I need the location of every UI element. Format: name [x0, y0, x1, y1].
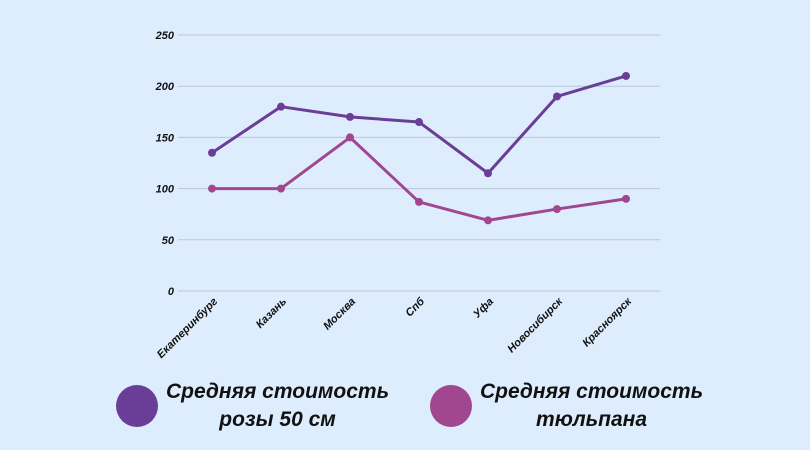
legend-marker-tulips [430, 385, 472, 427]
y-axis-ticks: 250 200 150 100 50 0 [155, 30, 175, 298]
data-point [277, 184, 285, 193]
data-point [484, 169, 492, 178]
data-point [277, 102, 285, 111]
legend-item-roses: Средняя стоимость розы 50 см [116, 378, 389, 434]
x-tick-label: Уфа [471, 296, 496, 321]
x-tick-label: Москва [321, 296, 358, 333]
legend-marker-roses [116, 385, 158, 427]
data-point [415, 118, 423, 127]
data-point [553, 92, 561, 101]
y-tick-label: 0 [168, 286, 175, 298]
data-point [622, 194, 630, 203]
x-axis-ticks: Екатеринбург Казань Москва Спб Уфа Новосибирс… [155, 295, 635, 361]
x-tick-label: Екатеринбург [155, 296, 220, 361]
y-tick-label: 250 [155, 30, 175, 42]
series-line-1 [212, 135, 627, 222]
data-point [622, 71, 630, 80]
x-tick-label: Казань [254, 296, 289, 331]
data-point [415, 197, 423, 206]
data-point [553, 205, 561, 214]
data-point [484, 216, 492, 225]
legend-label-tulips: Средняя стоимость тюльпана [480, 380, 704, 431]
data-point [208, 184, 216, 193]
series-lines [208, 71, 630, 225]
data-point [208, 148, 216, 157]
y-tick-label: 200 [155, 81, 175, 93]
x-tick-label: Спб [403, 295, 428, 320]
data-point [346, 133, 354, 142]
gridlines [178, 34, 660, 292]
x-tick-label: Красноярск [580, 295, 635, 350]
y-tick-label: 100 [156, 184, 175, 196]
legend-item-tulips: Средняя стоимость тюльпана [430, 378, 703, 434]
data-point [346, 112, 354, 121]
y-tick-label: 50 [162, 235, 175, 247]
y-tick-label: 150 [156, 132, 175, 144]
x-tick-label: Новосибирск [505, 295, 566, 356]
legend-label-roses: Средняя стоимость розы 50 см [166, 380, 390, 431]
